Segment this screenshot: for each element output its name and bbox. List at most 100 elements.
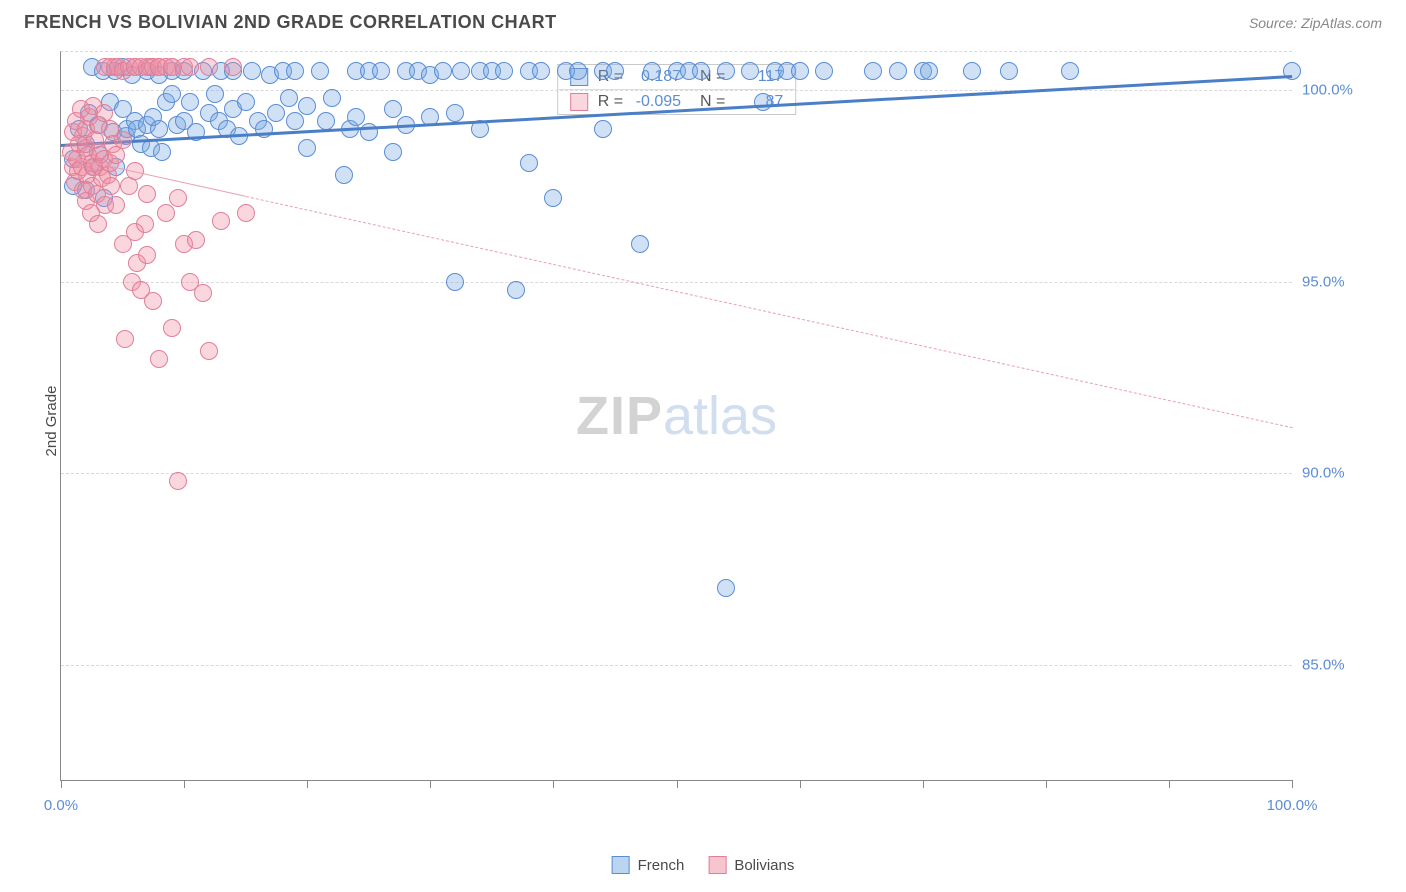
data-point — [116, 330, 134, 348]
x-tick — [800, 780, 801, 788]
data-point — [815, 62, 833, 80]
y-tick-label: 85.0% — [1302, 657, 1372, 674]
x-tick — [61, 780, 62, 788]
data-point — [741, 62, 759, 80]
gridline — [61, 665, 1292, 666]
x-tick-label: 100.0% — [1267, 797, 1318, 814]
data-point — [169, 472, 187, 490]
data-point — [200, 58, 218, 76]
data-point — [323, 89, 341, 107]
legend-swatch-icon — [708, 856, 726, 874]
x-tick — [1169, 780, 1170, 788]
data-point — [311, 62, 329, 80]
data-point — [280, 89, 298, 107]
plot-area: ZIPatlas R =0.187 N =117R =-0.095 N =87 … — [60, 51, 1292, 781]
data-point — [107, 146, 125, 164]
data-point — [452, 62, 470, 80]
data-point — [212, 212, 230, 230]
data-point — [1061, 62, 1079, 80]
chart-source: Source: ZipAtlas.com — [1249, 15, 1382, 31]
x-tick-label: 0.0% — [44, 797, 78, 814]
data-point — [717, 62, 735, 80]
data-point — [163, 319, 181, 337]
data-point — [144, 292, 162, 310]
data-point — [631, 235, 649, 253]
data-point — [114, 131, 132, 149]
data-point — [163, 85, 181, 103]
data-point — [157, 204, 175, 222]
data-point — [267, 104, 285, 122]
watermark: ZIPatlas — [576, 385, 777, 447]
data-point — [384, 100, 402, 118]
data-point — [206, 85, 224, 103]
legend-item: Bolivians — [708, 856, 794, 874]
x-tick — [430, 780, 431, 788]
x-tick — [307, 780, 308, 788]
data-point — [446, 104, 464, 122]
data-point — [237, 93, 255, 111]
data-point — [384, 143, 402, 161]
x-tick — [1046, 780, 1047, 788]
data-point — [889, 62, 907, 80]
data-point — [153, 143, 171, 161]
data-point — [606, 62, 624, 80]
data-point — [1000, 62, 1018, 80]
data-point — [194, 284, 212, 302]
stat-r-value: -0.095 — [633, 93, 681, 111]
data-point — [181, 93, 199, 111]
data-point — [120, 177, 138, 195]
data-point — [594, 120, 612, 138]
data-point — [243, 62, 261, 80]
data-point — [569, 62, 587, 80]
legend-swatch-icon — [570, 93, 588, 111]
data-point — [237, 204, 255, 222]
y-tick-label: 95.0% — [1302, 273, 1372, 290]
data-point — [298, 97, 316, 115]
x-tick — [923, 780, 924, 788]
chart-title: FRENCH VS BOLIVIAN 2ND GRADE CORRELATION… — [24, 12, 557, 33]
data-point — [224, 58, 242, 76]
watermark-part1: ZIP — [576, 386, 663, 446]
chart-area: 2nd Grade ZIPatlas R =0.187 N =117R =-0.… — [60, 41, 1382, 801]
y-tick-label: 90.0% — [1302, 465, 1372, 482]
y-axis-title: 2nd Grade — [43, 386, 60, 457]
data-point — [200, 342, 218, 360]
chart-header: FRENCH VS BOLIVIAN 2ND GRADE CORRELATION… — [0, 0, 1406, 41]
data-point — [495, 62, 513, 80]
data-point — [347, 108, 365, 126]
data-point — [335, 166, 353, 184]
stat-r-label: R = — [598, 93, 623, 111]
data-point — [89, 215, 107, 233]
data-point — [692, 62, 710, 80]
data-point — [136, 215, 154, 233]
legend-item: French — [612, 856, 685, 874]
x-tick — [553, 780, 554, 788]
gridline — [61, 473, 1292, 474]
x-tick — [1292, 780, 1293, 788]
data-point — [791, 62, 809, 80]
data-point — [286, 62, 304, 80]
data-point — [434, 62, 452, 80]
legend: French Bolivians — [612, 856, 795, 874]
data-point — [372, 62, 390, 80]
x-tick — [184, 780, 185, 788]
data-point — [150, 120, 168, 138]
y-tick-label: 100.0% — [1302, 82, 1372, 99]
watermark-part2: atlas — [663, 386, 777, 446]
data-point — [544, 189, 562, 207]
data-point — [643, 62, 661, 80]
data-point — [107, 196, 125, 214]
data-point — [187, 231, 205, 249]
data-point — [963, 62, 981, 80]
data-point — [138, 185, 156, 203]
legend-swatch-icon — [612, 856, 630, 874]
data-point — [286, 112, 304, 130]
trend-line — [246, 196, 1293, 428]
gridline — [61, 282, 1292, 283]
x-tick — [677, 780, 678, 788]
legend-label: Bolivians — [734, 857, 794, 874]
legend-label: French — [638, 857, 685, 874]
data-point — [317, 112, 335, 130]
data-point — [298, 139, 316, 157]
data-point — [532, 62, 550, 80]
